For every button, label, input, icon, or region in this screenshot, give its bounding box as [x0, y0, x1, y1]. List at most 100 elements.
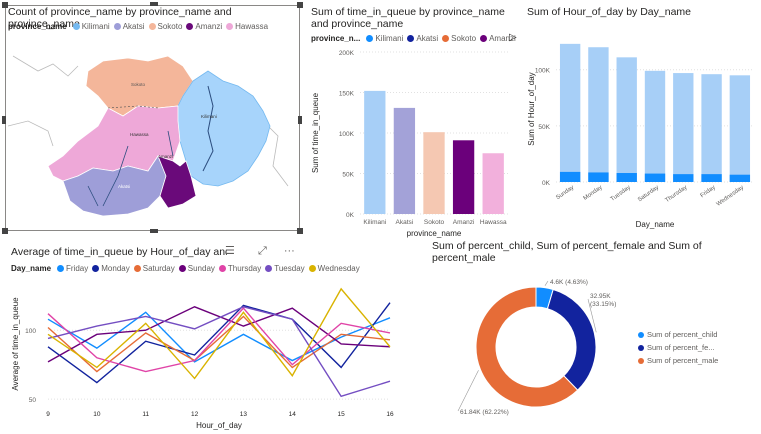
- hour-chart-title: Sum of Hour_of_day by Day_name: [527, 6, 692, 18]
- line-legend-item-friday[interactable]: Friday: [57, 264, 88, 273]
- hour-x-tick: Wednesday: [716, 185, 745, 208]
- line-x-tick: 15: [338, 411, 346, 418]
- hour-bar-thursday[interactable]: [673, 73, 694, 182]
- line-series-sunday[interactable]: [47, 306, 391, 363]
- map-legend-item-amanzi[interactable]: Amanzi: [186, 22, 222, 31]
- donut-legend-item-child[interactable]: Sum of percent_child: [638, 328, 718, 341]
- map-title: Count of province_name by province_name …: [8, 6, 232, 30]
- map-legend-item-kilimani[interactable]: Kilimani: [72, 22, 110, 31]
- region-label-kilimani: Kilimani: [201, 114, 217, 119]
- resize-handle-top-right[interactable]: [297, 2, 303, 8]
- region-amanzi[interactable]: [157, 155, 197, 209]
- line-legend-item-saturday[interactable]: Saturday: [133, 264, 175, 273]
- line-legend-item-thursday[interactable]: Thursday: [218, 264, 261, 273]
- resize-handle-top-left[interactable]: [2, 2, 8, 8]
- queue-bar-amanzi[interactable]: [452, 140, 475, 214]
- line-x-tick: 16: [386, 411, 394, 418]
- resize-handle-top[interactable]: [150, 2, 158, 6]
- queue-x-tick: Sokoto: [424, 219, 445, 226]
- line-legend-item-monday[interactable]: Monday: [92, 264, 130, 273]
- hour-bar-tuesday[interactable]: [616, 57, 637, 182]
- queue-bar-hawassa[interactable]: [482, 153, 504, 214]
- line-y-axis-label: Average of time_in_queue: [11, 297, 20, 391]
- hour-bar-base-sunday[interactable]: [559, 171, 581, 182]
- donut-legend-item-male[interactable]: Sum of percent_male: [638, 354, 718, 367]
- donut-data-label-child: 4.6K (4.63%): [550, 279, 588, 286]
- hour-chart-canvas[interactable]: 0K 50K 100K Sunday Monday Tuesday Saturday Thur…: [522, 30, 758, 236]
- resize-handle-left[interactable]: [2, 116, 6, 124]
- donut-legend-item-female[interactable]: Sum of percent_fe...: [638, 341, 718, 354]
- line-chart-title: Average of time_in_queue by Hour_of_day …: [11, 246, 227, 258]
- legend-next-arrow[interactable]: ▷: [509, 32, 517, 43]
- hour-x-tick: Monday: [583, 185, 604, 202]
- map-legend-item-akatsi[interactable]: Akatsi: [113, 22, 145, 31]
- line-x-tick: 10: [93, 411, 101, 418]
- region-label-amanzi: Amanzi: [158, 154, 173, 159]
- queue-bar-sokoto[interactable]: [423, 132, 445, 214]
- hour-bar-base-tuesday[interactable]: [616, 173, 637, 182]
- queue-legend-title: province_n...: [311, 34, 361, 43]
- queue-x-tick: Akatsi: [396, 219, 414, 226]
- hour-bar-saturday[interactable]: [644, 70, 666, 182]
- line-x-axis-label: Hour_of_day: [196, 421, 242, 430]
- resize-handle-bottom-left[interactable]: [2, 228, 8, 234]
- more-options-icon[interactable]: ···: [283, 245, 295, 257]
- donut-slice-female[interactable]: [546, 288, 597, 391]
- line-series-wednesday[interactable]: [47, 287, 391, 380]
- queue-bar-akatsi[interactable]: [393, 107, 416, 214]
- queue-bar-kilimani[interactable]: [364, 90, 386, 214]
- resize-handle-right[interactable]: [298, 116, 302, 124]
- focus-mode-icon[interactable]: ⤢: [257, 245, 267, 257]
- resize-handle-bottom[interactable]: [150, 229, 158, 233]
- queue-y-tick: 50K: [342, 172, 354, 179]
- queue-chart-title: Sum of time_in_queue by province_name an…: [311, 6, 505, 30]
- hour-bar-base-wednesday[interactable]: [729, 174, 751, 182]
- line-series-monday[interactable]: [47, 302, 391, 384]
- line-legend-item-wednesday[interactable]: Wednesday: [308, 264, 360, 273]
- donut-leader-line: [544, 280, 549, 286]
- map-legend-item-sokoto[interactable]: Sokoto: [148, 22, 182, 31]
- map-canvas[interactable]: Sokoto Hawassa Kilimani Akatsi Amanzi: [8, 36, 298, 228]
- queue-legend-item-akatsi[interactable]: Akatsi: [407, 34, 438, 43]
- line-y-tick: 100: [25, 328, 36, 335]
- line-legend-item-sunday[interactable]: Sunday: [178, 264, 215, 273]
- queue-legend-item-kilimani[interactable]: Kilimani: [366, 34, 403, 43]
- hour-bar-monday[interactable]: [588, 47, 609, 182]
- queue-y-tick: 150K: [339, 91, 355, 98]
- map-legend-item-hawassa[interactable]: Hawassa: [226, 22, 268, 31]
- queue-x-tick: Hawassa: [480, 219, 507, 226]
- hour-bar-sunday[interactable]: [559, 43, 581, 182]
- line-x-tick: 11: [142, 411, 149, 418]
- hour-x-tick: Saturday: [637, 185, 660, 204]
- filter-icon[interactable]: ☰: [225, 245, 235, 257]
- queue-x-tick: Amanzi: [453, 219, 475, 226]
- resize-handle-bottom-right[interactable]: [297, 228, 303, 234]
- line-legend-item-tuesday[interactable]: Tuesday: [265, 264, 305, 273]
- hour-bar-wednesday[interactable]: [729, 75, 751, 182]
- queue-legend-item-sokoto[interactable]: Sokoto: [442, 34, 476, 43]
- queue-x-tick: Kilimani: [363, 219, 386, 226]
- donut-slice-male[interactable]: [475, 286, 579, 408]
- queue-y-tick: 100K: [339, 131, 355, 138]
- line-series-tuesday[interactable]: [47, 306, 391, 398]
- queue-y-axis-label: Sum of time_in_queue: [311, 92, 320, 173]
- donut-leader-line: [457, 370, 479, 412]
- queue-chart-canvas[interactable]: 0K 50K 100K 150K 200K Kilimani Akatsi Sokoto Ama…: [308, 46, 518, 238]
- donut-data-label-female: 32.95K: [590, 293, 611, 300]
- hour-x-axis-label: Day_name: [636, 220, 675, 229]
- region-kilimani[interactable]: [177, 70, 271, 187]
- map-legend-title: province_name: [8, 22, 67, 31]
- line-legend-title: Day_name: [11, 264, 52, 273]
- line-series-friday[interactable]: [47, 311, 391, 363]
- hour-bar-friday[interactable]: [701, 74, 722, 182]
- hour-bar-base-thursday[interactable]: [673, 174, 694, 182]
- line-chart-canvas[interactable]: 50 100 9 10 11 12 13 14 15 16 Hour_of_day Average o…: [8, 278, 408, 432]
- line-series-saturday[interactable]: [47, 315, 391, 373]
- donut-chart-canvas[interactable]: 4.6K (4.63%)32.95K(33.15%) 61.84K (62.22%…: [440, 272, 640, 422]
- line-chart-legend: Day_name Friday Monday Saturday Sunday Thurs…: [11, 264, 360, 273]
- queue-legend-item-amanzi[interactable]: Amanzi: [480, 34, 516, 43]
- hour-bar-base-friday[interactable]: [701, 174, 722, 182]
- queue-x-axis-label: province_name: [407, 229, 462, 238]
- hour-bar-base-monday[interactable]: [588, 172, 609, 182]
- hour-bar-base-saturday[interactable]: [644, 173, 666, 182]
